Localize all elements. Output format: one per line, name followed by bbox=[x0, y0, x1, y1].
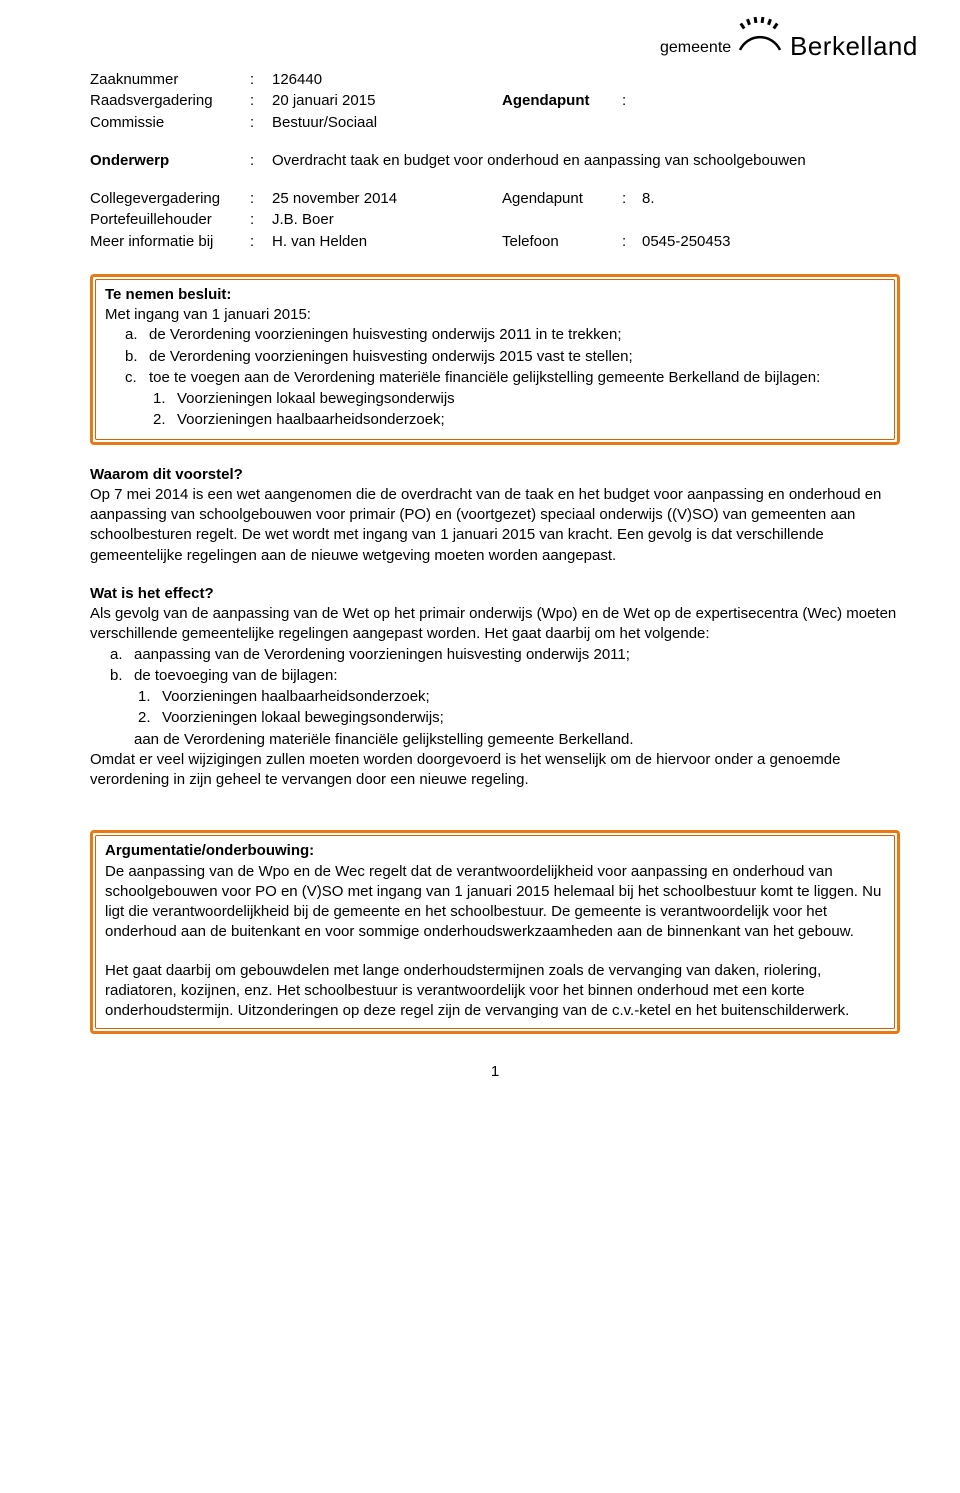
effect-intro: Als gevolg van de aanpassing van de Wet … bbox=[90, 604, 900, 645]
commissie-label: Commissie bbox=[90, 113, 250, 133]
waarom-section: Waarom dit voorstel? Op 7 mei 2014 is ee… bbox=[90, 465, 900, 566]
argumentatie-title: Argumentatie/onderbouwing: bbox=[105, 841, 885, 861]
zaaknummer-label: Zaaknummer bbox=[90, 70, 250, 90]
onderwerp-label: Onderwerp bbox=[90, 151, 250, 171]
logo-gemeente-text: gemeente bbox=[660, 37, 731, 59]
list-marker: 2. bbox=[138, 708, 162, 728]
onderwerp-value: Overdracht taak en budget voor onderhoud… bbox=[272, 151, 900, 171]
meerinfo-value: H. van Helden bbox=[272, 232, 502, 252]
logo: gemeente Berkelland bbox=[660, 15, 940, 70]
besluit-box: Te nemen besluit: Met ingang van 1 janua… bbox=[90, 274, 900, 445]
telefoon-value: 0545-250453 bbox=[642, 232, 730, 252]
besluit-title: Te nemen besluit: bbox=[105, 285, 885, 305]
colon: : bbox=[250, 232, 272, 252]
colon: : bbox=[622, 232, 642, 252]
metadata-block: Zaaknummer : 126440 Raadsvergadering : 2… bbox=[90, 70, 900, 252]
portefeuille-value: J.B. Boer bbox=[272, 210, 900, 230]
list-item-text: Voorzieningen lokaal bewegingsonderwijs bbox=[177, 389, 455, 409]
argumentatie-p1: De aanpassing van de Wpo en de Wec regel… bbox=[105, 862, 885, 943]
college-label: Collegevergadering bbox=[90, 189, 250, 209]
page-number: 1 bbox=[90, 1062, 900, 1082]
list-item-text: toe te voegen aan de Verordening materië… bbox=[149, 368, 820, 388]
besluit-list: a.de Verordening voorzieningen huisvesti… bbox=[105, 325, 885, 430]
colon: : bbox=[622, 189, 642, 209]
waarom-body: Op 7 mei 2014 is een wet aangenomen die … bbox=[90, 485, 900, 566]
besluit-intro: Met ingang van 1 januari 2015: bbox=[105, 305, 885, 325]
list-marker: 1. bbox=[138, 687, 162, 707]
list-item-text: aanpassing van de Verordening voorzienin… bbox=[134, 645, 630, 665]
logo-mark-icon bbox=[735, 15, 785, 65]
list-marker: 1. bbox=[153, 389, 177, 409]
argumentatie-box: Argumentatie/onderbouwing: De aanpassing… bbox=[90, 830, 900, 1034]
list-marker: a. bbox=[125, 325, 149, 345]
logo-name-text: Berkelland bbox=[790, 29, 918, 64]
list-marker: b. bbox=[125, 347, 149, 367]
colon: : bbox=[250, 210, 272, 230]
effect-title: Wat is het effect? bbox=[90, 584, 900, 604]
list-marker: c. bbox=[125, 368, 149, 388]
colon: : bbox=[250, 70, 272, 90]
colon: : bbox=[250, 189, 272, 209]
college-value: 25 november 2014 bbox=[272, 189, 502, 209]
list-item-text: de toevoeging van de bijlagen: bbox=[134, 666, 338, 686]
list-marker: a. bbox=[110, 645, 134, 665]
colon: : bbox=[622, 91, 642, 111]
list-item-text: de Verordening voorzieningen huisvesting… bbox=[149, 325, 622, 345]
list-item-text: Voorzieningen haalbaarheidsonderzoek; bbox=[162, 687, 430, 707]
colon: : bbox=[250, 151, 272, 171]
colon: : bbox=[250, 113, 272, 133]
list-marker: 2. bbox=[153, 410, 177, 430]
waarom-title: Waarom dit voorstel? bbox=[90, 465, 900, 485]
list-item-text: de Verordening voorzieningen huisvesting… bbox=[149, 347, 633, 367]
raadsvergadering-label: Raadsvergadering bbox=[90, 91, 250, 111]
zaaknummer-value: 126440 bbox=[272, 70, 900, 90]
agendapunt2-label: Agendapunt bbox=[502, 189, 622, 209]
list-item-text: Voorzieningen lokaal bewegingsonderwijs; bbox=[162, 708, 444, 728]
agendapunt2-value: 8. bbox=[642, 189, 655, 209]
agendapunt1-label: Agendapunt bbox=[502, 91, 622, 111]
raadsvergadering-value: 20 januari 2015 bbox=[272, 91, 502, 111]
effect-outro: Omdat er veel wijzigingen zullen moeten … bbox=[90, 750, 900, 791]
portefeuille-label: Portefeuillehouder bbox=[90, 210, 250, 230]
effect-sub-trailer: aan de Verordening materiële financiële … bbox=[110, 730, 900, 750]
colon: : bbox=[250, 91, 272, 111]
effect-section: Wat is het effect? Als gevolg van de aan… bbox=[90, 584, 900, 791]
list-item-text: Voorzieningen haalbaarheidsonderzoek; bbox=[177, 410, 445, 430]
commissie-value: Bestuur/Sociaal bbox=[272, 113, 900, 133]
argumentatie-p2: Het gaat daarbij om gebouwdelen met lang… bbox=[105, 961, 885, 1022]
meerinfo-label: Meer informatie bij bbox=[90, 232, 250, 252]
telefoon-label: Telefoon bbox=[502, 232, 622, 252]
list-marker: b. bbox=[110, 666, 134, 686]
